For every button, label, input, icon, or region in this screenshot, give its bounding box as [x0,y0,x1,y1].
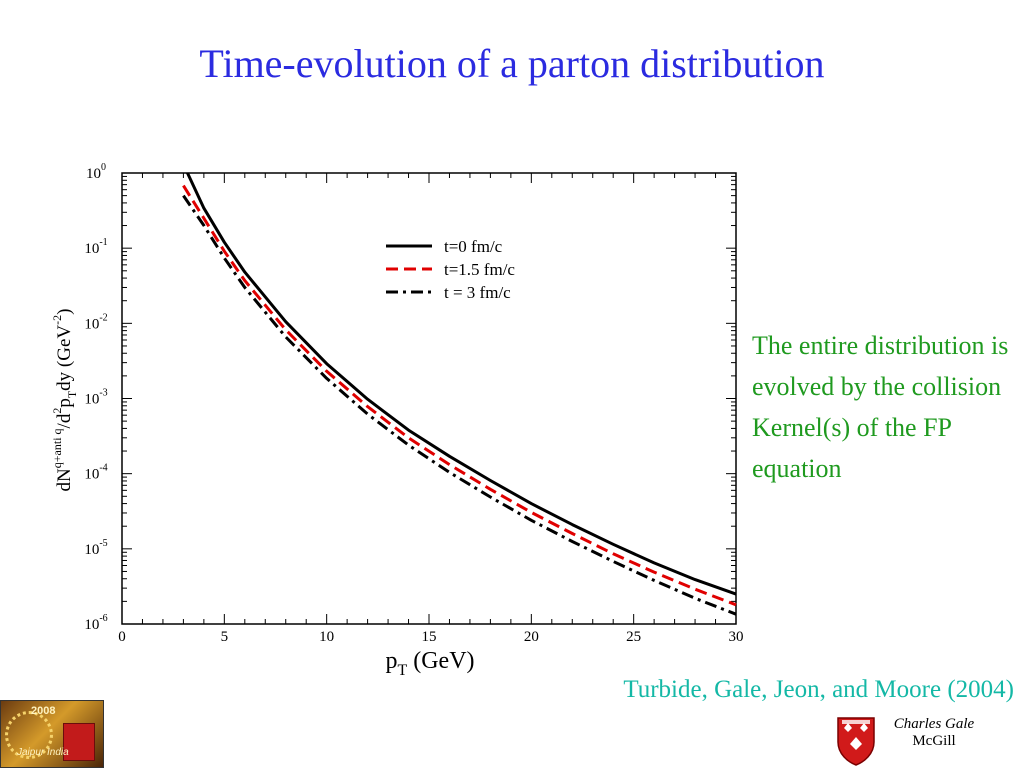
y-axis-label: dNq+anti q/d2pTdy (GeV-2) [50,309,79,492]
logo-year: 2008 [31,705,56,717]
flag-icon [63,723,95,761]
x-tick-label: 30 [729,629,744,645]
wheel-icon [5,711,53,759]
y-tick-label: 10-3 [84,388,107,408]
logo-tag: Jaipur India [17,747,69,758]
conference-logo: 2008 Jaipur India [0,700,104,768]
legend-label: t = 3 fm/c [444,283,511,302]
x-tick-label: 5 [221,629,229,645]
author-institution: McGill [912,733,956,749]
series-line-0 [186,172,737,596]
slide-title: Time-evolution of a parton distribution [199,41,825,86]
y-tick-label: 10-4 [84,463,107,483]
x-tick-label: 10 [319,629,334,645]
legend-label: t=0 fm/c [444,237,503,256]
legend-label: t=1.5 fm/c [444,260,515,279]
author-name: Charles Gale [893,716,975,732]
series-line-2 [182,194,737,616]
x-axis-label: pT (GeV) [385,648,474,679]
y-tick-label: 100 [86,162,106,182]
x-tick-label: 0 [118,629,126,645]
series-line-1 [182,184,737,607]
x-tick-label: 25 [626,629,641,645]
x-tick-label: 15 [422,629,437,645]
y-tick-label: 10-5 [84,538,107,558]
citation: Turbide, Gale, Jeon, and Moore (2004) [623,676,1014,703]
chart: 0 5 10 15 20 25 30 10-6 10-5 10-4 10-3 10-2 10-1 100… [50,162,744,679]
mcgill-crest-icon [837,717,875,766]
y-tick-label: 10-2 [84,312,107,332]
side-note: The entire distribution is evolved by th… [752,331,1009,483]
y-tick-label: 10-6 [84,613,107,633]
author-block: Charles Gale McGill [880,716,988,750]
y-tick-label: 10-1 [84,237,107,257]
x-tick-label: 20 [524,629,539,645]
